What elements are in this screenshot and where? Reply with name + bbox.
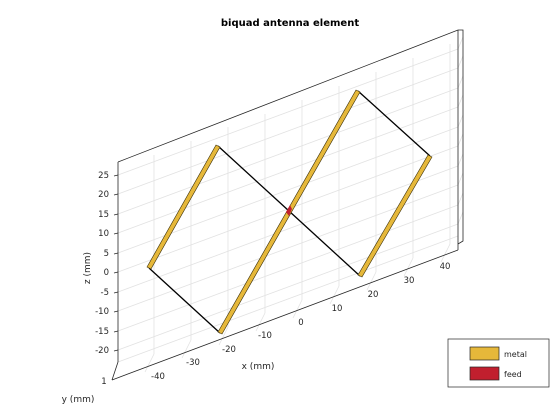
- x-tick-label: 20: [368, 290, 379, 300]
- feed-marker: [286, 205, 292, 216]
- z-axis-label: z (mm): [83, 252, 93, 284]
- x-tick-label: 10: [332, 304, 343, 314]
- metal-strip-right: [357, 154, 433, 278]
- x-axis-label: x (mm): [242, 362, 275, 372]
- x-tick-label: -20: [222, 345, 236, 355]
- figure-title: biquad antenna element: [221, 18, 359, 29]
- z-tick-label: 20: [98, 190, 109, 200]
- legend-label-metal: metal: [504, 350, 527, 359]
- legend-swatch-metal: [469, 346, 500, 361]
- x-tick-label: 0: [298, 318, 303, 328]
- x-tick-label: 40: [440, 262, 451, 272]
- z-tick-label: -5: [101, 288, 109, 298]
- z-tick-label: 5: [104, 249, 109, 259]
- antenna-feed: [286, 205, 292, 216]
- x-tick-label: -30: [186, 358, 200, 368]
- z-tick-label: 25: [98, 171, 109, 181]
- y-tick-label: 1: [101, 377, 106, 387]
- legend-label-feed: feed: [504, 370, 522, 379]
- x-tick-label: -10: [258, 331, 272, 341]
- y-axis-label: y (mm): [62, 395, 95, 405]
- legend-swatch-feed: [469, 366, 500, 381]
- x-tick-label: -40: [151, 372, 165, 382]
- z-tick-label: -10: [95, 307, 109, 317]
- metal-strip-left: [146, 144, 221, 270]
- z-tick-label: -20: [95, 346, 109, 356]
- legend: metal feed: [447, 338, 550, 388]
- x-axis: -40 -30 -20 -10 0 10 20 30 40 x (mm): [151, 262, 450, 382]
- z-tick-label: -15: [95, 327, 109, 337]
- y-axis: 1 y (mm): [62, 377, 107, 405]
- z-tick-label: 0: [104, 268, 109, 278]
- x-tick-label: 30: [404, 276, 415, 286]
- axes-box: [111, 29, 464, 381]
- z-tick-label: 15: [98, 210, 109, 220]
- z-axis: 25 20 15 10 5 0 -5 -10 -15 -20 z (mm): [83, 171, 119, 356]
- z-tick-label: 10: [98, 229, 109, 239]
